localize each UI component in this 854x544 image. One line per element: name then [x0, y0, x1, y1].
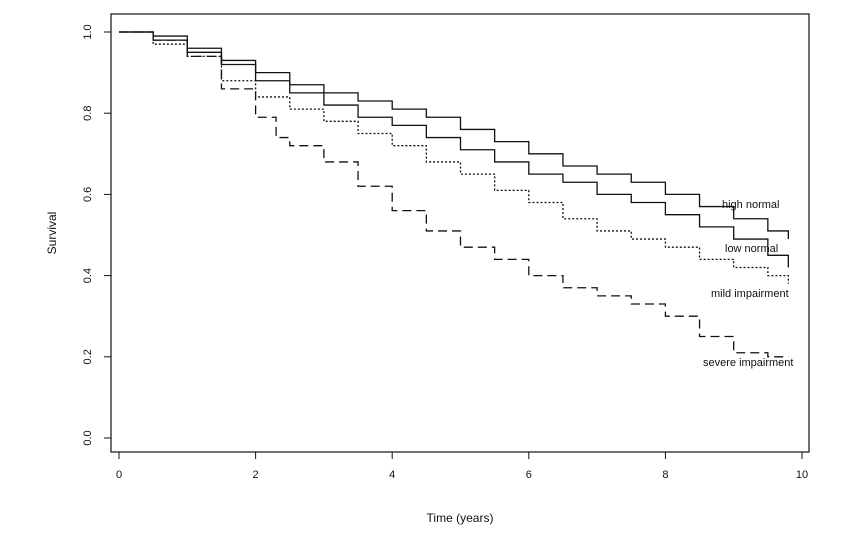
series-label-low-normal: low normal: [725, 243, 778, 255]
x-tick-label: 0: [116, 469, 122, 481]
x-tick-label: 6: [526, 469, 532, 481]
x-tick-label: 2: [253, 469, 259, 481]
y-axis-title: Survival: [45, 212, 59, 255]
series-label-mild-impairment: mild impairment: [711, 288, 789, 300]
x-tick-label: 8: [662, 469, 668, 481]
y-tick-label: 0.2: [82, 349, 94, 364]
plot-frame: [110, 13, 810, 453]
y-tick-label: 0.6: [82, 187, 94, 202]
series-line-mild-impairment: [119, 31, 789, 284]
x-tick-label: 10: [796, 469, 808, 481]
series-label-severe-impairment: severe impairment: [703, 357, 793, 369]
y-tick-label: 0.8: [82, 106, 94, 121]
series-line-high-normal: [119, 31, 789, 240]
series-labels: high normal low normal mild impairment seve…: [703, 199, 793, 369]
y-tick-label: 1.0: [82, 24, 94, 39]
series-line-severe-impairment: [119, 31, 789, 358]
series-lines: [119, 31, 789, 358]
y-tick-label: 0.0: [82, 430, 94, 445]
x-tick-label: 4: [389, 469, 395, 481]
x-axis-title: Time (years): [427, 511, 494, 525]
series-line-low-normal: [119, 31, 789, 268]
axes: 0 2 4 6 8 10 0.0 0.2 0.4 0.6 0.8 1.0 Time (years) Sur…: [45, 13, 810, 525]
series-label-high-normal: high normal: [722, 199, 779, 211]
y-tick-label: 0.4: [82, 268, 94, 283]
